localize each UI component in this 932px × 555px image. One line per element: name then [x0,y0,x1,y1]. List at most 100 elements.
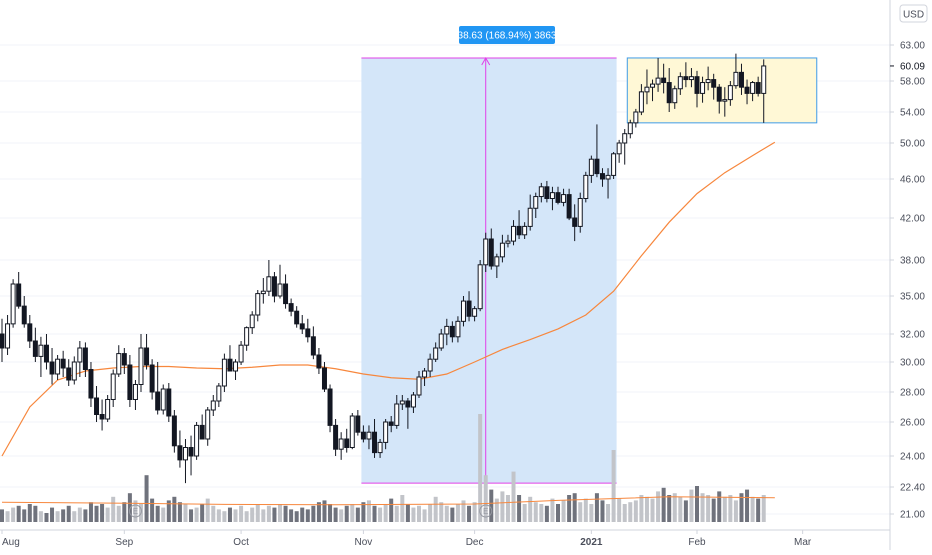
candle-body [377,441,383,454]
volume-bar [38,511,43,522]
volume-bar [450,507,455,522]
candle [155,362,161,415]
candle [277,264,283,299]
candle-body [10,283,16,325]
candle [700,76,706,103]
candle [494,253,500,278]
volume-bar [155,505,160,522]
candle-body [627,122,633,135]
candle [522,222,528,239]
candle [516,210,522,239]
candle-body [255,293,261,316]
candle-body [121,353,127,366]
candle [66,359,72,386]
candle [99,399,105,431]
volume-bar [594,493,599,522]
volume-bar [166,500,171,522]
candle [650,79,656,102]
candle [449,321,455,343]
price-tick-label: 50.00 [900,139,925,150]
candle [388,416,394,433]
volume-bar [417,505,421,522]
measure-label: 38.63 (168.94%) 3863 [458,26,557,44]
candle-body [572,217,578,227]
candle-body [233,361,239,372]
volume-bar [227,507,232,522]
candle-body [438,333,444,349]
candle-body [338,438,344,450]
candle-body [288,303,294,312]
volume-bar [133,500,138,522]
candle [327,384,333,433]
candle-body [611,153,617,176]
volume-bar [550,498,555,522]
price-tick-label: 38.00 [900,256,925,267]
candle [750,81,756,102]
volume-bar [617,498,622,522]
price-tick-label: 63.00 [900,41,925,52]
volume-bar [711,498,716,522]
candle [655,57,661,92]
volume-bar [483,475,488,522]
candle-body [132,384,138,400]
candle [438,328,444,351]
volume-bar [200,504,205,522]
volume-bar [361,502,366,522]
price-axis[interactable]: USD 21.00 22.40 24.00 26.00 28.00 30.00 32.00 35… [889,0,928,550]
candle-body [366,431,372,440]
candle-body [344,438,350,448]
volume-bar [606,504,611,522]
measure-area [361,57,617,484]
candle [377,439,383,458]
candle [5,315,11,355]
candle-body [755,82,761,94]
candle-body [260,290,266,295]
candle-body [716,86,722,102]
candle [21,296,27,328]
candle [727,81,733,106]
candle [605,168,611,199]
candle-body [655,77,661,85]
volume-bar [50,507,55,522]
volume-bar [100,504,105,522]
candle-body [588,158,594,176]
volume-bar [94,505,99,522]
volume-bar [22,509,27,522]
candle-body [66,367,72,381]
volume-bar [583,498,588,522]
candle-body [266,276,272,292]
volume-bar [250,507,255,522]
candle [260,278,266,304]
candle-body [38,344,44,357]
candle [561,188,567,207]
candle-body [483,238,489,266]
candle-body [294,310,300,325]
candle-body [427,358,433,372]
candle-body [271,276,277,297]
volume-bar [194,507,199,522]
candle [149,359,155,400]
candle-body [466,300,472,317]
candle [549,186,555,211]
time-axis[interactable]: Aug Sep Oct Nov Dec 2021 Feb Mar [0,529,890,548]
candle-body [310,336,316,356]
volume-bar [600,500,605,522]
candle [271,272,277,303]
candle-body [205,409,211,440]
candle-body [21,305,27,325]
volume-bar [255,504,260,522]
volume-bar [528,496,533,522]
candle [661,63,667,94]
volume-bar [533,502,538,522]
candle [499,234,505,263]
volume-bar [717,491,722,522]
candle [538,182,544,203]
candle-body [43,344,49,363]
candle [588,155,594,183]
volume-bar [728,495,733,522]
candle [116,345,122,377]
candle [466,291,472,322]
volume-bar [33,505,38,522]
